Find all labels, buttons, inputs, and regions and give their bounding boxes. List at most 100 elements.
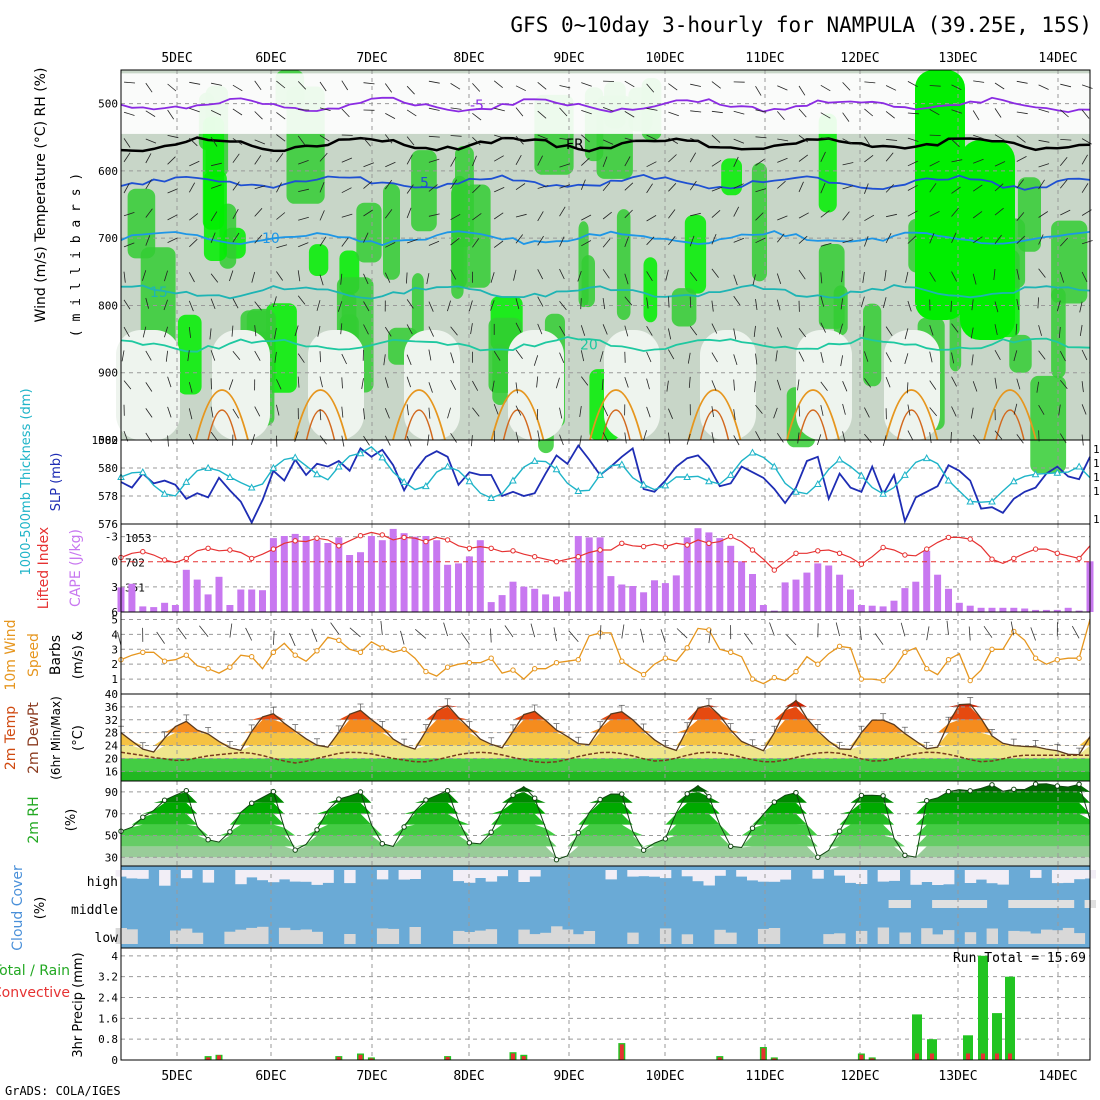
surface-wind-barb xyxy=(349,627,361,638)
wind-barb xyxy=(515,382,518,394)
wind-barb xyxy=(319,134,330,142)
wind-barb xyxy=(340,323,343,335)
tick-label: 1012 xyxy=(1093,457,1100,470)
wind-barb xyxy=(602,238,611,248)
slp-marker xyxy=(901,470,909,478)
high-cloud-block xyxy=(474,870,487,878)
rh-marker xyxy=(183,788,190,794)
wind-barb xyxy=(972,211,983,219)
rh-marker xyxy=(466,840,473,846)
wind-barb xyxy=(232,138,243,145)
wind-barb xyxy=(319,376,323,388)
temp-band xyxy=(121,719,1090,733)
wind-barb xyxy=(624,432,627,444)
high-cloud-block xyxy=(757,870,770,882)
wind-barb xyxy=(145,179,152,190)
wind-barb xyxy=(842,403,846,415)
li-marker xyxy=(336,543,342,549)
wind-barb xyxy=(450,107,462,110)
low-cloud-block xyxy=(235,929,247,944)
wind-barb xyxy=(994,134,1005,141)
wind-barb xyxy=(142,326,147,338)
cape-bar xyxy=(836,574,844,612)
wind-barb xyxy=(145,208,153,218)
precip-legend-total: Total / Rain xyxy=(0,963,70,979)
wind-barb xyxy=(733,138,745,144)
wind-barb xyxy=(711,406,714,418)
wind-barb xyxy=(665,269,669,281)
low-cloud-block xyxy=(1008,930,1020,944)
wind-barb xyxy=(297,81,307,90)
tick-label: 1 xyxy=(111,673,118,686)
slp-marker xyxy=(291,453,300,461)
rh-band xyxy=(121,857,1090,866)
wind-barb xyxy=(123,183,130,194)
li-marker xyxy=(532,554,538,560)
isotherm-30 xyxy=(995,409,1025,441)
precip-conv-bar xyxy=(1008,1053,1012,1060)
wind-barb xyxy=(754,381,756,393)
wind-barb xyxy=(167,109,175,120)
li-marker xyxy=(575,554,581,560)
wind-barb xyxy=(1059,179,1068,189)
wind-barb xyxy=(711,432,715,444)
wind-barb xyxy=(559,85,571,89)
wind-barb xyxy=(493,240,504,248)
li-marker xyxy=(1032,546,1039,552)
high-cloud-block xyxy=(943,870,955,885)
wind-barb xyxy=(1038,404,1045,415)
wind-barb xyxy=(733,110,745,115)
slp-marker xyxy=(792,487,800,495)
rh-marker xyxy=(597,796,603,803)
wind-barb xyxy=(428,240,440,246)
surface-wind-barb xyxy=(1071,625,1080,639)
li-marker xyxy=(466,545,473,551)
wind-barb xyxy=(733,295,741,306)
wind-speed-marker xyxy=(924,666,930,672)
wind-barb xyxy=(1081,154,1088,165)
wind-barb xyxy=(666,380,669,392)
wind-barb xyxy=(428,184,438,192)
wind-barb xyxy=(973,134,984,140)
li-marker xyxy=(1076,555,1082,562)
rh-patch xyxy=(1009,334,1032,373)
wind-barb xyxy=(929,233,935,244)
li-marker xyxy=(836,550,843,556)
wind-barb xyxy=(907,430,914,441)
high-cloud-block xyxy=(376,870,389,880)
wind-barb xyxy=(689,271,698,282)
wind-barb xyxy=(515,107,524,117)
wind-barb xyxy=(123,299,131,310)
wind-barb xyxy=(1060,237,1068,247)
wind-barb xyxy=(472,137,481,146)
wind-barb xyxy=(951,271,957,282)
wind-barb xyxy=(842,82,851,91)
surface-wind-barb xyxy=(199,625,209,637)
cape-bar xyxy=(792,579,800,612)
wind-barb xyxy=(602,324,608,335)
date-label-bottom: 7DEC xyxy=(356,1069,387,1084)
wind-barb xyxy=(494,187,505,193)
wind-barb xyxy=(841,271,843,283)
run-total-text: Run Total = 15.69 xyxy=(953,951,1086,966)
rh-marker xyxy=(793,790,799,796)
wind-barb xyxy=(493,403,499,415)
wind-barb xyxy=(711,380,717,391)
wind-barb xyxy=(711,300,714,312)
cape-bar xyxy=(465,556,473,612)
wind-barb xyxy=(232,153,240,163)
wind-barb xyxy=(298,216,309,221)
wind-barb xyxy=(1060,83,1072,88)
wind-barb xyxy=(689,180,697,191)
li-marker xyxy=(1054,550,1061,556)
wind-barb xyxy=(1016,299,1020,310)
wind-barb xyxy=(711,81,721,89)
tick-label: 36 xyxy=(105,701,118,714)
surface-wind-barb xyxy=(273,630,275,645)
wind-barb xyxy=(341,406,344,418)
precip-conv-bar xyxy=(445,1056,450,1060)
slp-marker xyxy=(726,470,735,478)
wind-barb xyxy=(210,211,218,222)
surface-wind-barb xyxy=(926,626,930,641)
cape-bar xyxy=(629,586,637,612)
